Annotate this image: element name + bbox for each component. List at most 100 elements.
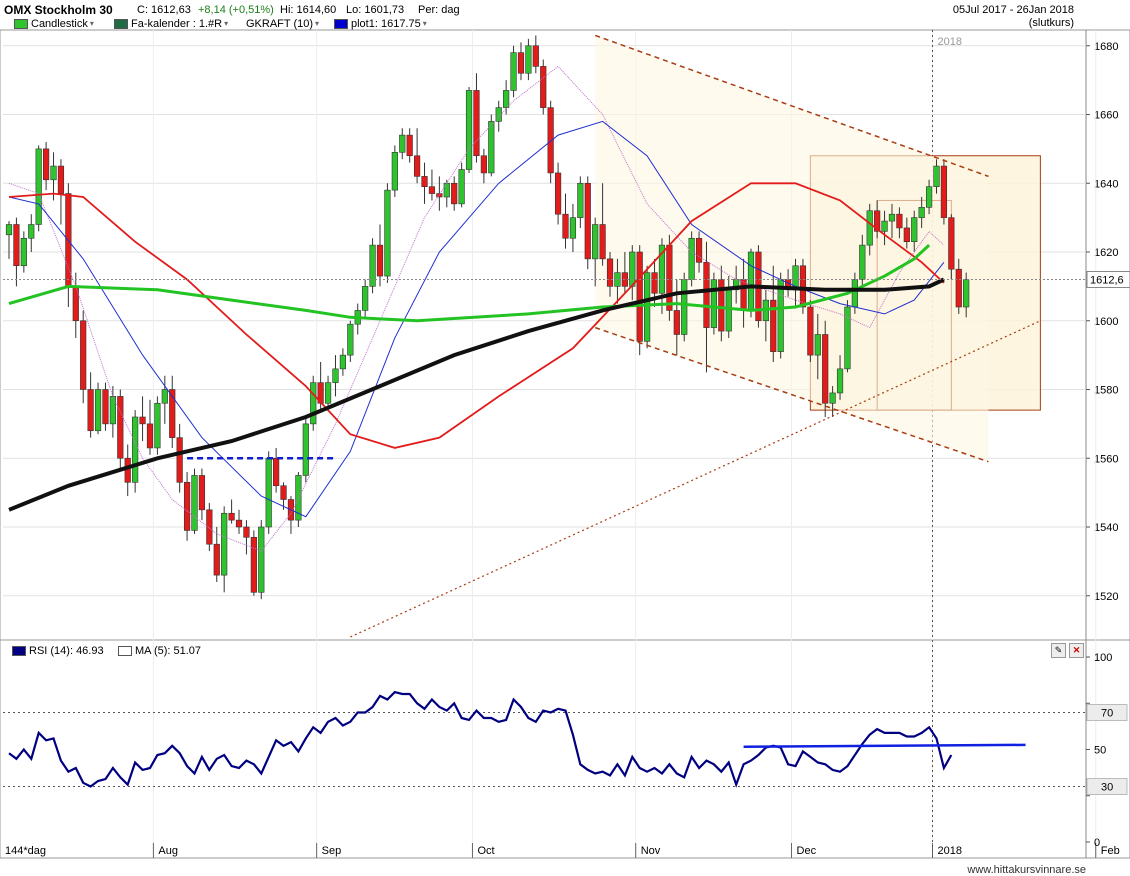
candle-body — [243, 526, 250, 538]
candle-body — [50, 165, 57, 181]
candle-body — [124, 457, 131, 483]
legend-candlestick[interactable]: Candlestick ▾ — [14, 17, 94, 30]
candle-body — [681, 279, 688, 335]
candle-body — [80, 320, 87, 390]
legend-plot1[interactable]: plot1: 1617.75 ▾ — [334, 17, 427, 30]
close-icon[interactable]: ✕ — [1069, 643, 1084, 658]
candle-body — [517, 52, 525, 74]
legend-rsi-ma[interactable]: MA (5): 51.07 — [118, 645, 201, 657]
candle-body — [117, 396, 124, 459]
legend-rsi[interactable]: RSI (14): 46.93 — [12, 645, 104, 657]
candle-body — [280, 485, 287, 500]
rsi-level-box — [1086, 778, 1128, 795]
legend-label: MA (5): 51.07 — [135, 645, 202, 657]
candle-body — [695, 237, 703, 263]
watermark-text: www.hittakursvinnare.se — [967, 864, 1086, 876]
candle-body — [20, 237, 27, 267]
candle-body — [540, 66, 547, 108]
legend-gkraft[interactable]: GKRAFT (10) ▾ — [246, 17, 319, 30]
date-range: 05Jul 2017 - 26Jan 2018 — [952, 4, 1074, 16]
candle-body — [480, 155, 487, 174]
candle-body — [644, 272, 651, 342]
candle-body — [866, 210, 873, 246]
candle-body — [911, 217, 918, 242]
candle-body — [169, 389, 176, 438]
high-price: Hi: 1614,60 — [280, 4, 337, 16]
candle-body — [636, 251, 643, 342]
chevron-down-icon[interactable]: ▾ — [224, 19, 229, 28]
candle-body — [28, 224, 35, 239]
chevron-down-icon[interactable]: ▾ — [422, 19, 427, 28]
candle-body — [206, 509, 213, 545]
candle-body — [740, 279, 747, 311]
candle-body — [807, 306, 814, 356]
candle-body — [777, 279, 784, 352]
candle-body — [925, 186, 933, 208]
candle-body — [391, 152, 398, 191]
candle-body — [273, 457, 280, 487]
candle-body — [109, 396, 116, 425]
candle-body — [851, 279, 858, 308]
rsi-swatch-icon — [12, 646, 26, 656]
candle-body — [673, 310, 680, 335]
channel-area — [595, 35, 989, 462]
candle-body — [413, 155, 421, 177]
candle-body — [829, 392, 836, 404]
candle-body — [235, 519, 243, 528]
series-line-ma-red — [8, 182, 945, 449]
candle-body — [399, 134, 406, 153]
last-price-box — [1086, 271, 1130, 288]
candle-body — [577, 182, 584, 218]
year-marker-label: 2018 — [938, 36, 962, 48]
candle-body — [503, 90, 510, 108]
candle-body — [250, 537, 257, 593]
candle-body — [525, 45, 532, 74]
rsi-level-label: 30 — [1101, 782, 1113, 794]
y-tick-label: 1620 — [1094, 247, 1118, 259]
candle-body — [221, 512, 228, 576]
chevron-down-icon[interactable]: ▾ — [89, 19, 94, 28]
legend-calendar[interactable]: Fa-kalender : 1.#R ▾ — [114, 17, 228, 30]
candle-body — [814, 334, 821, 356]
legend-label: GKRAFT (10) — [246, 17, 314, 30]
candle-body — [339, 354, 347, 370]
calendar-swatch-icon — [114, 18, 128, 29]
candle-body — [547, 107, 554, 174]
candle-body — [473, 90, 480, 157]
x-tick-label: Oct — [477, 845, 494, 857]
candle-body — [310, 382, 317, 425]
y-tick-label: 1660 — [1094, 110, 1118, 122]
candle-body — [347, 323, 354, 356]
candle-body — [362, 286, 369, 311]
candle-body — [918, 207, 925, 218]
candle-body — [376, 244, 384, 277]
candle-body — [488, 121, 495, 174]
candle-body — [710, 279, 717, 328]
candle-body — [554, 172, 562, 215]
candle-body — [859, 244, 866, 280]
candle-body — [198, 475, 206, 511]
candle-body — [703, 262, 710, 328]
x-tick-label: Sep — [322, 845, 342, 857]
wrench-icon[interactable]: ✎ — [1051, 643, 1066, 658]
candle-body — [963, 279, 970, 308]
candle-body — [332, 368, 339, 383]
candle-body — [443, 182, 450, 198]
candle-body — [384, 189, 391, 277]
trend-line — [594, 326, 989, 463]
candle-body — [955, 268, 962, 308]
period-label: 144*dag — [5, 845, 46, 857]
chevron-down-icon[interactable]: ▾ — [315, 19, 320, 28]
candle-body — [94, 389, 102, 432]
candle-body — [799, 265, 807, 308]
candle-body — [42, 148, 50, 181]
plot1-swatch-icon — [334, 18, 348, 29]
candle-body — [651, 272, 658, 294]
legend-label: RSI (14): 46.93 — [29, 645, 104, 657]
price-basis: (slutkurs) — [1028, 17, 1074, 29]
trend-line — [594, 34, 989, 178]
candle-body — [451, 182, 458, 205]
candle-body — [87, 389, 94, 432]
candle-body — [228, 512, 235, 521]
